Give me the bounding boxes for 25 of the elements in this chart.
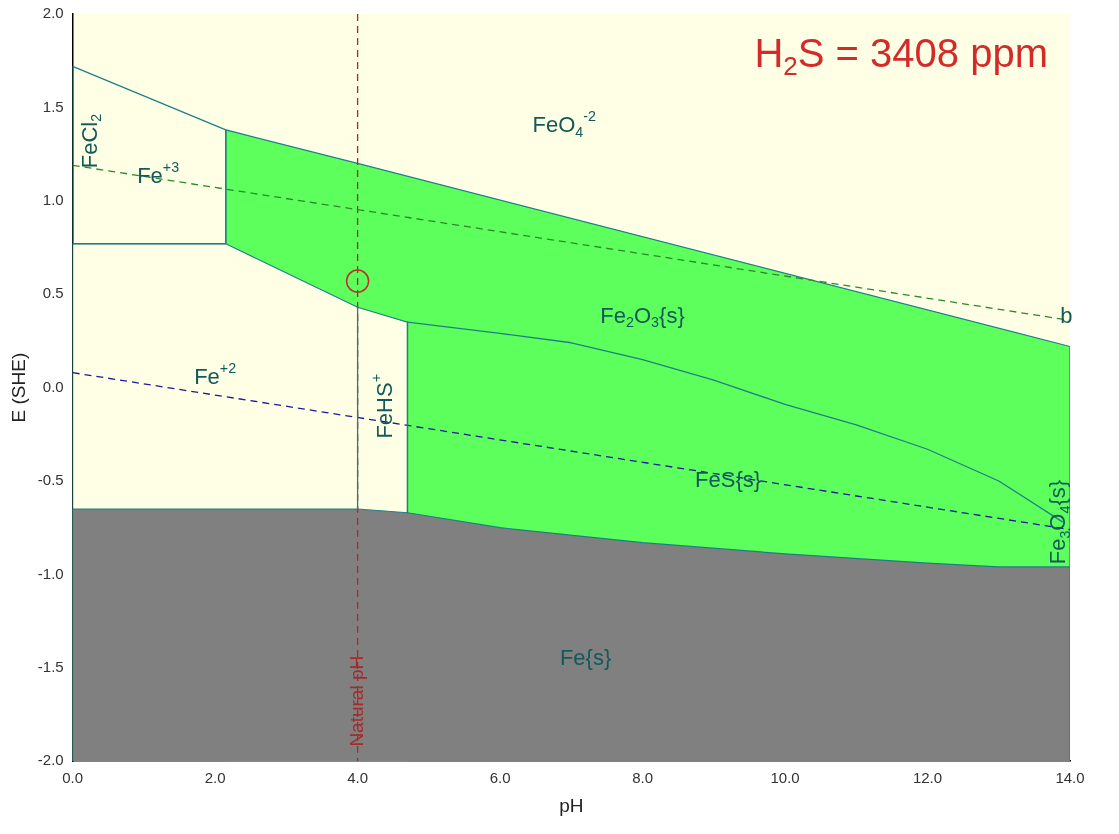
y-tick-label: -1.0 xyxy=(37,564,64,582)
x-tick-label: 10.0 xyxy=(770,769,800,787)
annotation: Fe3O4{s} xyxy=(1045,479,1073,565)
x-tick-label: 0.0 xyxy=(62,769,84,787)
x-tick-label: 12.0 xyxy=(912,769,943,787)
x-tick-label: 14.0 xyxy=(1055,769,1085,787)
y-tick-label: 2.0 xyxy=(42,4,64,22)
annotation: b xyxy=(1060,302,1073,328)
x-tick-label: 6.0 xyxy=(489,769,511,787)
annotation: FeCl2 xyxy=(76,113,104,169)
annotation: FeS{s} xyxy=(695,467,762,493)
annotation: FeHS+ xyxy=(368,373,398,439)
y-tick-label: -1.5 xyxy=(37,657,64,675)
y-tick-label: 0.0 xyxy=(42,377,64,395)
y-tick-label: 1.5 xyxy=(42,97,64,115)
x-tick-label: 8.0 xyxy=(632,769,653,787)
y-tick-label: -0.5 xyxy=(37,471,64,489)
x-tick-label: 2.0 xyxy=(204,769,226,787)
annotation: Fe{s} xyxy=(559,644,612,670)
y-tick-label: 1.0 xyxy=(42,190,64,208)
y-tick-label: 0.5 xyxy=(42,284,64,302)
x-axis-title: pH xyxy=(559,794,584,816)
x-tick-label: 4.0 xyxy=(347,769,369,787)
y-axis-title: E (SHE) xyxy=(7,352,29,423)
y-tick-label: -2.0 xyxy=(37,751,64,769)
